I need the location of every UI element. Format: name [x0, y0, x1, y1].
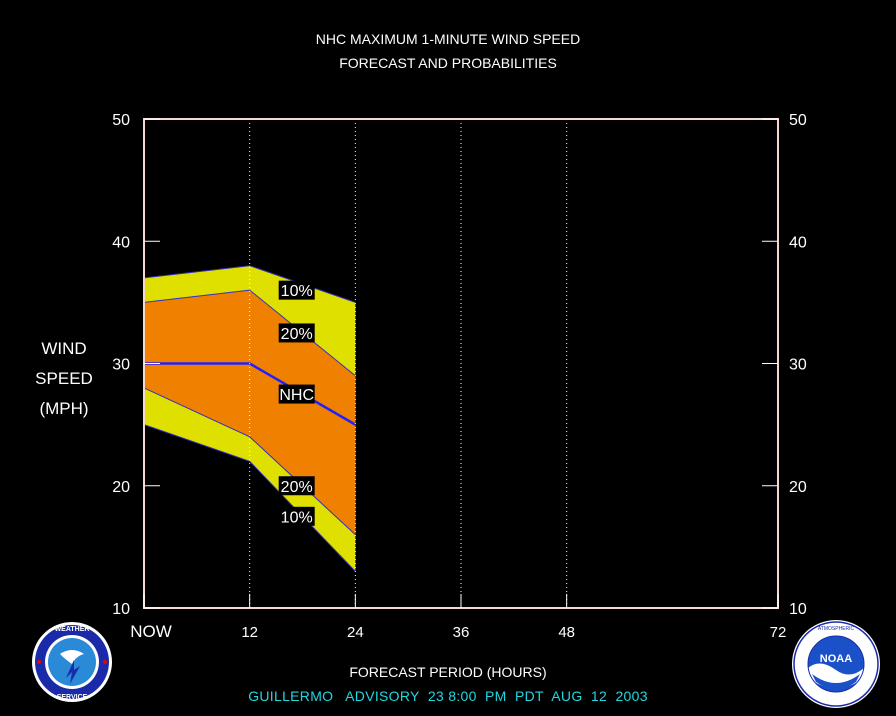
y-tick-label-left-20: 20 — [112, 479, 130, 496]
y-tick-label-right-30: 30 — [789, 357, 807, 374]
x-axis-label: FORECAST PERIOD (HOURS) — [349, 664, 547, 680]
x-tick-label-24: 24 — [347, 624, 364, 641]
y-axis-label-line-1: WIND — [41, 339, 87, 358]
band-label-4: 10% — [281, 509, 313, 526]
band-label-bg-4 — [278, 506, 315, 526]
advisory-number: 23 — [427, 688, 444, 704]
x-tick-label-NOW: NOW — [130, 622, 172, 641]
y-tick-label-left-30: 30 — [112, 357, 130, 374]
y-tick-label-left-10: 10 — [112, 601, 130, 618]
x-tick-label-72: 72 — [770, 624, 787, 641]
band-label-bg-3 — [278, 476, 315, 496]
y-tick-label-left-50: 50 — [112, 112, 130, 129]
nws-logo-icon: WEATHER SERVICE — [32, 622, 112, 702]
noaa-logo-icon: NOAA ATMOSPHERIC — [792, 620, 880, 708]
chart-subtitle: FORECAST AND PROBABILITIES — [339, 55, 557, 71]
advisory-time: 8:00 PM PDT — [448, 688, 544, 704]
upper-10-edge — [143, 265, 356, 303]
y-tick-label-right-10: 10 — [789, 601, 807, 618]
band-label-3: 20% — [281, 479, 313, 496]
band-label-bg-0 — [278, 280, 315, 300]
advisory-label: ADVISORY — [345, 688, 420, 704]
band-label-2: NHC — [279, 387, 314, 404]
y-axis-label-line-2: SPEED — [35, 369, 93, 388]
chart-title: NHC MAXIMUM 1-MINUTE WIND SPEED — [315, 31, 581, 47]
lower-20-edge — [143, 387, 356, 536]
y-tick-label-right-20: 20 — [789, 479, 807, 496]
band-label-bg-2 — [278, 384, 315, 404]
noaa-logo-text: NOAA — [820, 653, 852, 665]
svg-text:SERVICE: SERVICE — [57, 694, 88, 701]
band-label-0: 10% — [281, 283, 313, 300]
y-tick-label-right-40: 40 — [789, 234, 807, 251]
band-20-percent — [144, 290, 356, 535]
svg-text:ATMOSPHERIC: ATMOSPHERIC — [818, 626, 855, 632]
lower-10-edge — [143, 424, 356, 572]
upper-20-edge — [143, 289, 356, 377]
band-label-bg-1 — [278, 323, 315, 343]
advisory-date: AUG 12 2003 — [551, 688, 648, 704]
y-tick-label-left-40: 40 — [112, 234, 130, 251]
band-label-1: 20% — [281, 326, 313, 343]
y-tick-label-right-50: 50 — [789, 112, 807, 129]
svg-text:WEATHER: WEATHER — [55, 626, 90, 633]
x-tick-label-48: 48 — [558, 624, 575, 641]
advisory-footer: GUILLERMO ADVISORY 23 8:00 PM PDT AUG 12… — [0, 688, 896, 704]
y-axis-label-line-3: (MPH) — [39, 399, 89, 418]
x-tick-label-12: 12 — [241, 624, 258, 641]
storm-name: GUILLERMO — [248, 688, 334, 704]
x-tick-label-36: 36 — [453, 624, 470, 641]
